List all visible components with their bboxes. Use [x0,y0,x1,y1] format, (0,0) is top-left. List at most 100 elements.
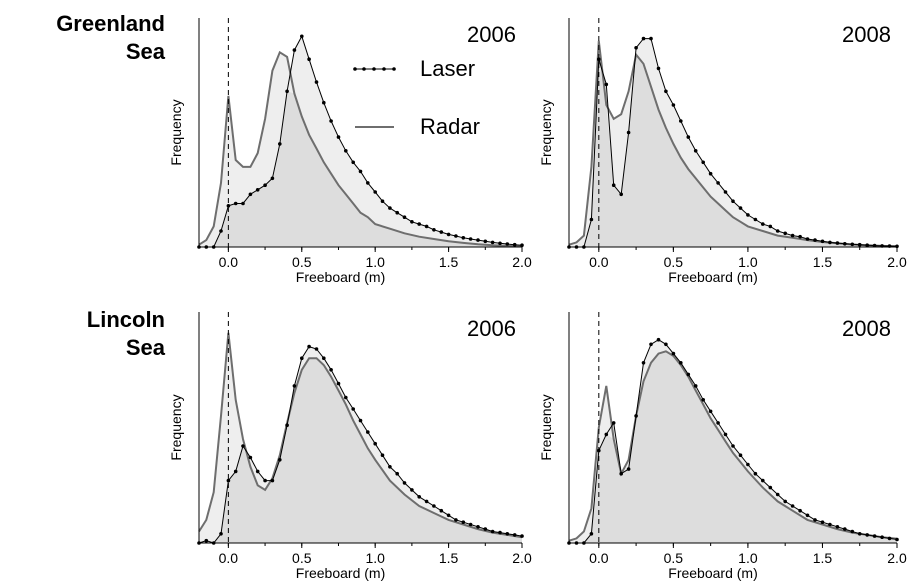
laser-point [850,529,855,534]
laser-point [476,525,480,529]
laser-point [226,478,231,483]
laser-point [753,217,758,222]
laser-point [708,171,713,176]
laser-point [761,478,765,483]
laser-point [619,192,623,197]
x-tick-label: 0.0 [219,254,239,270]
laser-point [351,160,356,165]
laser-point [336,381,341,386]
legend-laser-point [392,67,396,71]
laser-point [798,234,802,239]
laser-point [865,533,869,537]
laser-point [723,190,728,194]
laser-point [746,462,750,467]
laser-point [270,176,275,181]
laser-point [589,217,594,222]
laser-point [723,432,728,437]
laser-point [300,34,304,39]
legend-laser-point [353,67,357,71]
chart-panel-1: 0.0 0.5 1.0 1.5 2.0 Freeboard (m) Frequency 200… [538,18,907,285]
laser-point [738,453,743,458]
row-label-line1: Lincoln [86,307,165,332]
laser-point [439,508,444,513]
laser-point [679,119,683,123]
x-tick-label: 1.5 [813,550,833,566]
laser-point [270,478,275,483]
laser-point [835,525,840,529]
laser-point [233,469,238,474]
x-tick-label: 0.5 [664,254,684,270]
radar-series-line [568,350,898,542]
laser-point [626,467,631,471]
laser-point [358,418,363,423]
overlap-area [199,91,522,247]
laser-point [219,532,223,536]
laser-point [344,149,348,153]
laser-point [241,444,245,448]
laser-point [783,231,787,236]
x-tick-label: 0.0 [219,550,239,566]
laser-point [634,414,638,418]
laser-point [226,204,231,208]
laser-point [880,535,884,539]
legend: Laser Radar [353,56,480,139]
laser-point [380,453,385,458]
laser-point [813,518,817,522]
laser-point [322,356,326,361]
laser-point [424,499,429,504]
row-label-line1: Greenland [56,11,165,36]
radar-series-line [198,50,523,248]
laser-point [278,142,282,146]
laser-point [241,201,245,206]
laser-point [701,160,705,165]
laser-point [292,48,297,52]
laser-point [835,241,840,245]
laser-point [671,351,676,356]
panel-year-label: 2008 [842,22,891,47]
laser-point [649,342,653,347]
panel-year-label: 2006 [467,316,516,341]
laser-point [828,522,832,527]
laser-point [417,222,422,226]
laser-point [490,240,495,245]
x-axis-label: Freeboard (m) [668,269,757,285]
radar-series-line [198,332,523,539]
laser-point [285,423,289,428]
laser-point [865,243,869,247]
laser-point [336,135,341,139]
y-axis-label: Frequency [538,99,554,165]
laser-point [329,368,333,372]
radar-series-line [568,40,898,248]
laser-point [395,471,400,476]
x-tick-label: 2.0 [887,254,907,270]
x-axis-label: Freeboard (m) [668,565,757,581]
laser-point [483,239,488,244]
laser-point [731,199,735,203]
laser-point [604,82,609,87]
laser-point [768,224,773,229]
x-tick-label: 1.5 [439,254,459,270]
laser-point [373,441,378,446]
laser-point [417,495,422,499]
laser-point [641,36,646,41]
laser-point [708,409,713,414]
laser-point [439,230,444,234]
laser-point [693,384,698,388]
x-axis-label: Freeboard (m) [296,565,385,581]
laser-point [664,342,668,347]
laser-point [410,220,414,224]
laser-point [248,192,253,197]
laser-point [285,89,289,94]
laser-point [828,240,832,245]
laser-point [679,361,683,365]
laser-point [454,518,458,522]
laser-point [233,201,238,206]
legend-laser-point [362,67,366,71]
row-label-line2: Sea [125,39,165,64]
laser-point [263,478,267,483]
laser-point [520,534,524,538]
laser-point [468,522,473,527]
x-tick-label: 0.5 [292,254,312,270]
laser-point [775,229,780,233]
